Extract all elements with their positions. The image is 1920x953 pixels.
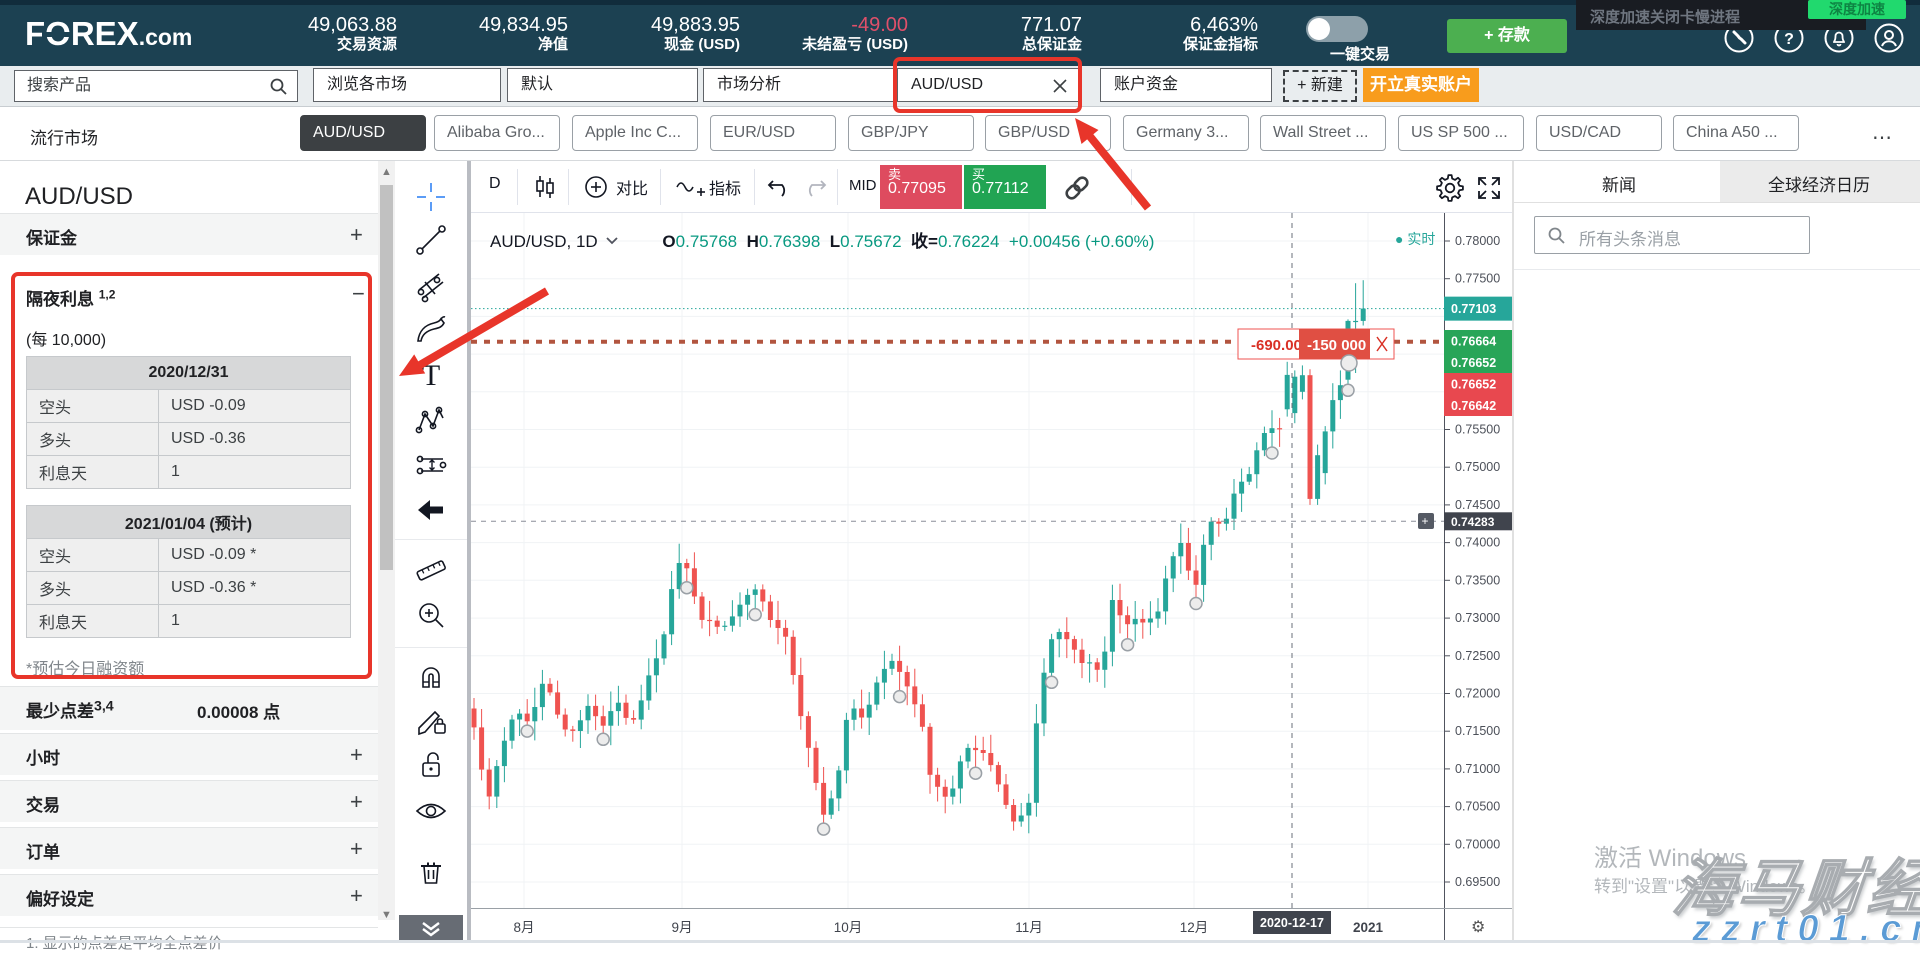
svg-text:0.69500: 0.69500	[1455, 875, 1500, 889]
svg-text:0.70500: 0.70500	[1455, 800, 1500, 814]
svg-text:+: +	[1422, 514, 1429, 528]
svg-text:0.77103: 0.77103	[1451, 302, 1496, 316]
svg-text:9月: 9月	[671, 920, 692, 935]
svg-text:10月: 10月	[834, 920, 863, 935]
svg-text:0.76642: 0.76642	[1451, 399, 1496, 413]
svg-text:0.76652: 0.76652	[1451, 356, 1496, 370]
svg-text:-690.00: -690.00	[1251, 337, 1302, 354]
svg-text:0.74283: 0.74283	[1451, 515, 1495, 529]
svg-text:0.75000: 0.75000	[1455, 460, 1500, 474]
svg-text:0.71000: 0.71000	[1455, 762, 1500, 776]
svg-text:?: ?	[1784, 31, 1794, 48]
svg-text:2020-12-17: 2020-12-17	[1260, 916, 1324, 930]
svg-text:0.71500: 0.71500	[1455, 724, 1500, 738]
svg-text:0.74000: 0.74000	[1455, 536, 1500, 550]
svg-text:0.72500: 0.72500	[1455, 649, 1500, 663]
svg-text:0.78000: 0.78000	[1455, 234, 1500, 248]
svg-text:0.73000: 0.73000	[1455, 611, 1500, 625]
svg-text:8月: 8月	[513, 920, 534, 935]
svg-text:0.75500: 0.75500	[1455, 423, 1500, 437]
svg-text:0.76652: 0.76652	[1451, 377, 1496, 391]
svg-text:11月: 11月	[1015, 920, 1043, 935]
svg-text:0.72000: 0.72000	[1455, 687, 1500, 701]
svg-text:⚙: ⚙	[1471, 919, 1485, 936]
svg-text:0.70000: 0.70000	[1455, 837, 1500, 851]
svg-text:T: T	[422, 359, 440, 392]
svg-text:0.76664: 0.76664	[1451, 334, 1496, 348]
svg-text:12月: 12月	[1180, 920, 1209, 935]
svg-text:0.73500: 0.73500	[1455, 573, 1500, 587]
svg-text:0.77500: 0.77500	[1455, 272, 1500, 286]
svg-text:2021: 2021	[1353, 920, 1384, 935]
svg-text:0.74500: 0.74500	[1455, 498, 1500, 512]
svg-text:-150 000: -150 000	[1307, 337, 1366, 354]
